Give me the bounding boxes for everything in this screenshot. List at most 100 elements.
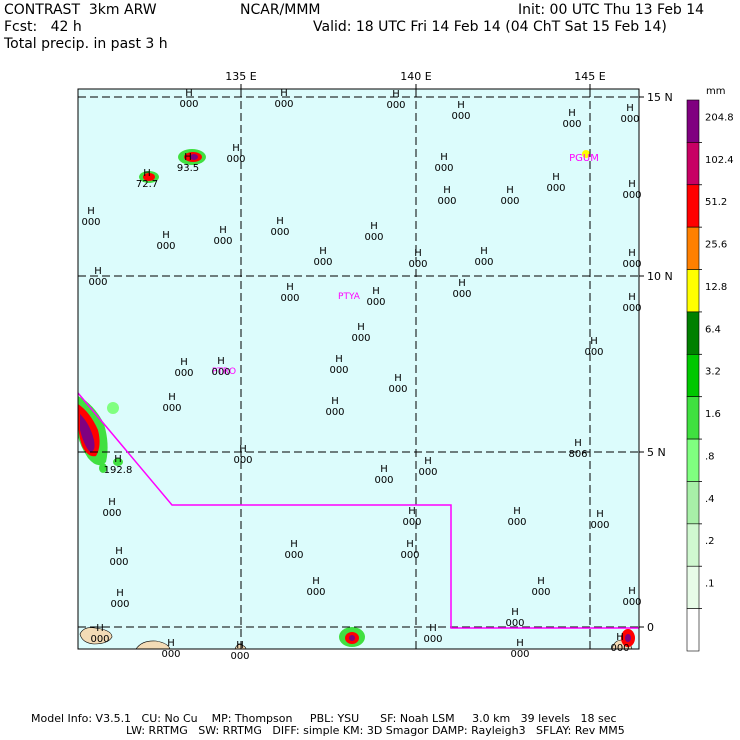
footer-line2: LW: RRTMG SW: RRTMG DIFF: simple KM: 3D … — [126, 724, 625, 737]
colorbar-level-label: 3.2 — [705, 367, 721, 378]
high-h-label: H — [537, 576, 545, 587]
high-value-label: 72.7 — [136, 179, 158, 190]
precip-areas — [78, 149, 635, 647]
high-value-label: 000 — [313, 257, 332, 268]
high-value-label: 93.5 — [177, 163, 199, 174]
high-h-label: H — [168, 392, 176, 403]
high-value-label: 000 — [620, 114, 639, 125]
colorbar-unit: mm — [706, 86, 725, 97]
high-value-label: 000 — [584, 347, 603, 358]
high-h-label: H — [414, 248, 422, 259]
station-label: PGUM — [569, 153, 599, 164]
high-value-label: 000 — [351, 333, 370, 344]
colorbar-level-label: 102.4 — [705, 155, 734, 166]
colorbar-level-label: 25.6 — [705, 240, 727, 251]
high-value-label: 000 — [622, 597, 641, 608]
colorbar-level-label: .4 — [705, 494, 715, 505]
high-value-label: 000 — [81, 217, 100, 228]
colorbar-swatch — [686, 311, 700, 355]
high-value-label: 000 — [162, 403, 181, 414]
colorbar-swatch — [686, 226, 700, 270]
high-h-label: H — [406, 539, 414, 550]
high-value-label: 000 — [102, 508, 121, 519]
high-h-label: H — [424, 456, 432, 467]
high-value-label: 000 — [474, 257, 493, 268]
map-ticks — [240, 84, 644, 628]
high-value-label: 000 — [280, 293, 299, 304]
high-value-label: 000 — [325, 407, 344, 418]
high-h-label: H — [114, 454, 122, 465]
high-h-label: H — [380, 464, 388, 475]
high-value-label: 000 — [408, 259, 427, 270]
high-h-label: H — [628, 586, 636, 597]
lat-label: 10 N — [647, 270, 673, 283]
high-value-label: 000 — [366, 297, 385, 308]
high-value-label: 000 — [590, 520, 609, 531]
high-value-label: 000 — [364, 232, 383, 243]
colorbar-level-label: 51.2 — [705, 197, 727, 208]
high-h-label: H — [357, 322, 365, 333]
high-value-label: 192.8 — [104, 465, 133, 476]
high-h-label: H — [185, 88, 193, 99]
high-value-label: 000 — [610, 643, 629, 654]
high-h-label: H — [236, 640, 244, 651]
high-h-label: H — [394, 373, 402, 384]
high-h-label: H — [94, 266, 102, 277]
high-h-label: H — [513, 506, 521, 517]
high-value-label: 000 — [622, 190, 641, 201]
footer-line1: Model Info: V3.5.1 CU: No Cu MP: Thompso… — [31, 712, 617, 725]
lon-labels: 135 E 140 E 145 E — [225, 70, 605, 83]
forecast-hour: Fcst: 42 h — [4, 19, 82, 35]
high-value-label: 000 — [329, 365, 348, 376]
high-value-label: 000 — [562, 119, 581, 130]
lon-label: 140 E — [400, 70, 431, 83]
colorbar-swatch — [686, 438, 700, 482]
high-h-label: H — [628, 292, 636, 303]
high-h-label: H — [628, 248, 636, 259]
high-h-label: H — [290, 539, 298, 550]
high-value-label: 000 — [510, 649, 529, 660]
high-value-label: 000 — [437, 196, 456, 207]
high-h-label: H — [392, 89, 400, 100]
high-value-label: 000 — [451, 111, 470, 122]
map-ocean — [78, 89, 639, 649]
high-pressure-marker: H93.5 — [177, 152, 199, 174]
station-label: PTYA — [338, 292, 361, 302]
colorbar-swatch — [686, 396, 700, 440]
lat-label: 0 — [647, 621, 654, 634]
high-value-label: 000 — [270, 227, 289, 238]
init-time: Init: 00 UTC Thu 13 Feb 14 — [518, 2, 705, 18]
high-h-label: H — [108, 497, 116, 508]
high-h-label: H — [335, 354, 343, 365]
high-value-label: 000 — [531, 587, 550, 598]
high-value-label: 000 — [109, 557, 128, 568]
colorbar: mm 204.8 102.4 51.2 25.6 12.8 6.4 3.2 1.6 .8 .4 .2.… — [686, 86, 734, 652]
field-name: Total precip. in past 3 h — [4, 36, 168, 52]
high-value-label: 000 — [452, 289, 471, 300]
high-h-label: H — [408, 506, 416, 517]
